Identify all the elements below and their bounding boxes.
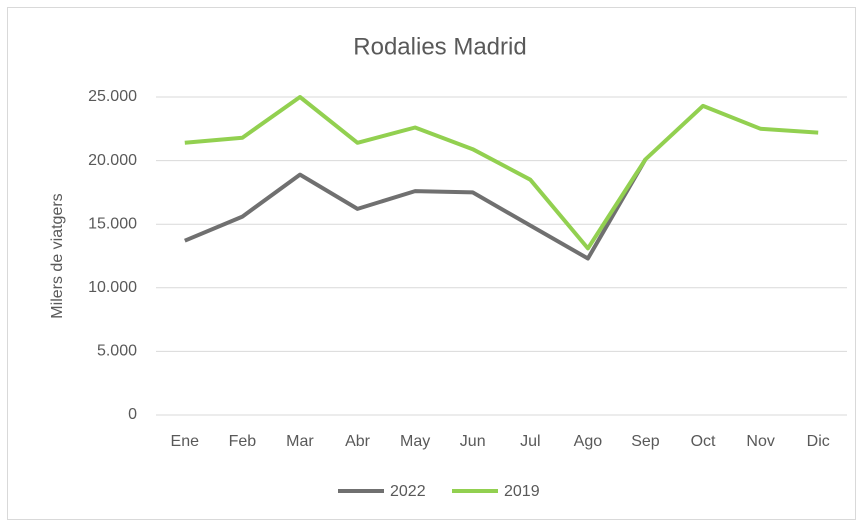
y-tick-label: 20.000 bbox=[88, 152, 137, 169]
legend-label: 2022 bbox=[390, 483, 426, 500]
series-line bbox=[184, 158, 648, 261]
x-tick-label: Jul bbox=[520, 433, 540, 450]
x-tick-label: Ene bbox=[171, 433, 200, 450]
x-tick-label: Ago bbox=[574, 433, 603, 450]
x-tick-label: Dic bbox=[807, 433, 830, 450]
x-tick-label: Nov bbox=[746, 433, 774, 450]
x-tick-label: Sep bbox=[631, 433, 660, 450]
y-tick-label: 10.000 bbox=[88, 279, 137, 296]
legend-label: 2019 bbox=[504, 483, 540, 500]
y-tick-label: 15.000 bbox=[88, 215, 137, 232]
x-tick-label: Feb bbox=[229, 433, 257, 450]
x-tick-label: Jun bbox=[460, 433, 486, 450]
x-tick-label: Oct bbox=[691, 433, 716, 450]
y-axis-label: Milers de viatgers bbox=[49, 193, 66, 318]
x-tick-label: Abr bbox=[345, 433, 371, 450]
y-tick-label: 25.000 bbox=[88, 88, 137, 105]
x-tick-label: Mar bbox=[286, 433, 314, 450]
y-tick-label: 5.000 bbox=[97, 343, 137, 360]
y-tick-label: 0 bbox=[128, 406, 137, 423]
series-line bbox=[184, 95, 819, 251]
x-tick-label: May bbox=[400, 433, 430, 450]
chart-title: Rodalies Madrid bbox=[353, 33, 526, 60]
chart-border bbox=[7, 7, 856, 520]
